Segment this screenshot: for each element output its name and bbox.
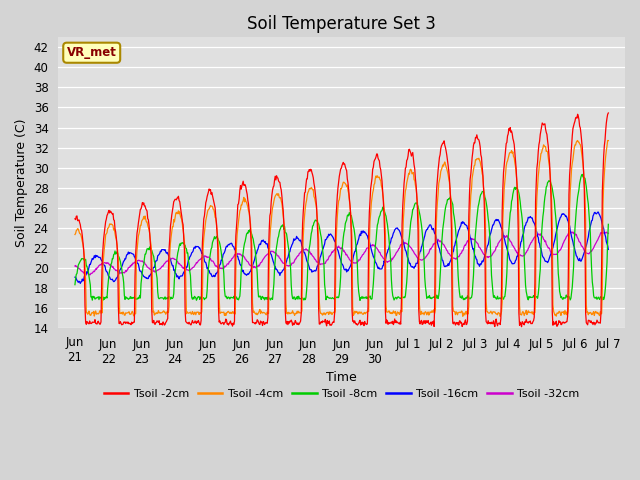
Title: Soil Temperature Set 3: Soil Temperature Set 3 xyxy=(247,15,436,33)
Tsoil -32cm xyxy=(412,252,419,257)
Tsoil -32cm xyxy=(381,258,389,264)
Tsoil -32cm xyxy=(569,229,577,235)
Tsoil -8cm xyxy=(579,171,586,177)
Tsoil -8cm xyxy=(531,297,539,302)
Tsoil -2cm xyxy=(381,233,388,239)
Tsoil -8cm xyxy=(104,285,111,291)
X-axis label: Time: Time xyxy=(326,371,357,384)
Tsoil -32cm xyxy=(71,263,79,269)
Tsoil -16cm xyxy=(595,209,602,215)
Y-axis label: Soil Temperature (C): Soil Temperature (C) xyxy=(15,119,28,247)
Tsoil -2cm xyxy=(476,140,483,145)
Tsoil -16cm xyxy=(104,273,112,278)
Tsoil -32cm xyxy=(605,230,612,236)
Tsoil -4cm xyxy=(104,226,111,231)
Tsoil -32cm xyxy=(531,234,539,240)
Tsoil -8cm xyxy=(381,212,389,217)
Tsoil -32cm xyxy=(476,245,484,251)
Tsoil -8cm xyxy=(412,200,419,206)
Tsoil -2cm xyxy=(411,166,419,172)
Tsoil -2cm xyxy=(104,211,111,217)
Line: Tsoil -8cm: Tsoil -8cm xyxy=(75,174,609,300)
Tsoil -2cm xyxy=(395,320,403,326)
Tsoil -4cm xyxy=(605,138,612,144)
Tsoil -16cm xyxy=(381,258,389,264)
Tsoil -4cm xyxy=(411,177,419,183)
Tsoil -32cm xyxy=(104,260,112,266)
Tsoil -2cm xyxy=(531,280,539,286)
Tsoil -8cm xyxy=(71,282,79,288)
Tsoil -16cm xyxy=(396,228,403,234)
Tsoil -32cm xyxy=(86,272,93,278)
Line: Tsoil -32cm: Tsoil -32cm xyxy=(75,232,609,275)
Tsoil -8cm xyxy=(605,221,612,227)
Tsoil -16cm xyxy=(71,274,79,280)
Tsoil -32cm xyxy=(396,246,403,252)
Line: Tsoil -4cm: Tsoil -4cm xyxy=(75,141,609,316)
Tsoil -16cm xyxy=(76,281,84,287)
Tsoil -4cm xyxy=(395,310,403,315)
Tsoil -4cm xyxy=(381,214,388,220)
Tsoil -4cm xyxy=(476,157,483,163)
Tsoil -8cm xyxy=(476,193,484,199)
Text: Jun
21: Jun 21 xyxy=(66,336,84,364)
Tsoil -16cm xyxy=(412,264,419,269)
Line: Tsoil -16cm: Tsoil -16cm xyxy=(75,212,609,284)
Tsoil -16cm xyxy=(605,247,612,252)
Tsoil -16cm xyxy=(476,261,484,267)
Tsoil -8cm xyxy=(396,295,403,301)
Tsoil -4cm xyxy=(497,313,504,319)
Text: VR_met: VR_met xyxy=(67,46,116,59)
Tsoil -4cm xyxy=(531,310,539,315)
Tsoil -8cm xyxy=(356,298,364,303)
Legend: Tsoil -2cm, Tsoil -4cm, Tsoil -8cm, Tsoil -16cm, Tsoil -32cm: Tsoil -2cm, Tsoil -4cm, Tsoil -8cm, Tsoi… xyxy=(99,384,584,403)
Line: Tsoil -2cm: Tsoil -2cm xyxy=(75,113,609,327)
Tsoil -16cm xyxy=(531,222,539,228)
Tsoil -2cm xyxy=(605,110,612,116)
Tsoil -4cm xyxy=(71,232,79,238)
Tsoil -2cm xyxy=(518,324,525,330)
Tsoil -4cm xyxy=(604,138,611,144)
Tsoil -2cm xyxy=(71,216,79,222)
